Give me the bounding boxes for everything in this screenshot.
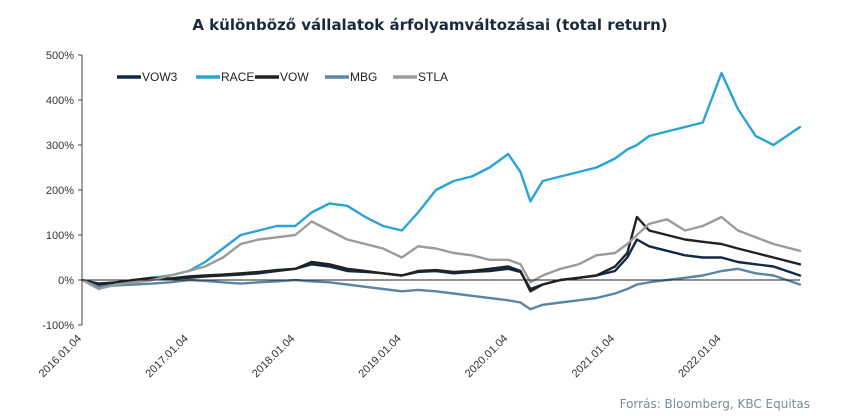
series-layer (80, 71, 802, 311)
y-tick-label: 300% (46, 140, 74, 152)
x-tick-label: 2019.01.04 (356, 333, 403, 380)
series-line-vow3 (80, 238, 802, 291)
y-tick-label: 100% (46, 230, 74, 242)
x-tick-label: 2018.01.04 (250, 333, 297, 380)
source-note: Forrás: Bloomberg, KBC Equitas (620, 397, 810, 411)
legend-label: MBG (350, 70, 377, 84)
x-tick-label: 2020.01.04 (463, 333, 510, 380)
y-tick-label: 500% (46, 50, 74, 62)
x-tick-label: 2017.01.04 (143, 333, 190, 380)
legend-label: VOW3 (142, 70, 178, 84)
plot-area (80, 55, 802, 325)
y-tick-label: 0% (58, 275, 74, 287)
series-line-vow (80, 215, 802, 293)
series-line-mbg (80, 267, 802, 311)
chart-title: A különböző vállalatok árfolyamváltozása… (192, 16, 667, 34)
y-tick-label: 200% (46, 185, 74, 197)
y-axis-ticks: -100% 0% 100% 200% 300% 400% 500% (42, 50, 82, 332)
x-tick-label: 2016.01.04 (37, 333, 84, 380)
legend: VOW3 RACE VOW MBG STLA (117, 70, 448, 84)
y-tick-label: 400% (46, 95, 74, 107)
series-line-stla (80, 215, 802, 291)
x-tick-label: 2022.01.04 (676, 333, 723, 380)
x-tick-label: 2021.01.04 (570, 333, 617, 380)
y-tick-label: -100% (42, 320, 74, 332)
legend-label: STLA (418, 70, 448, 84)
series-line-race (80, 71, 802, 288)
x-axis-ticks: 2016.01.04 2017.01.04 2018.01.04 2019.01.04… (37, 333, 724, 380)
legend-label: RACE (221, 70, 254, 84)
legend-label: VOW (280, 70, 309, 84)
